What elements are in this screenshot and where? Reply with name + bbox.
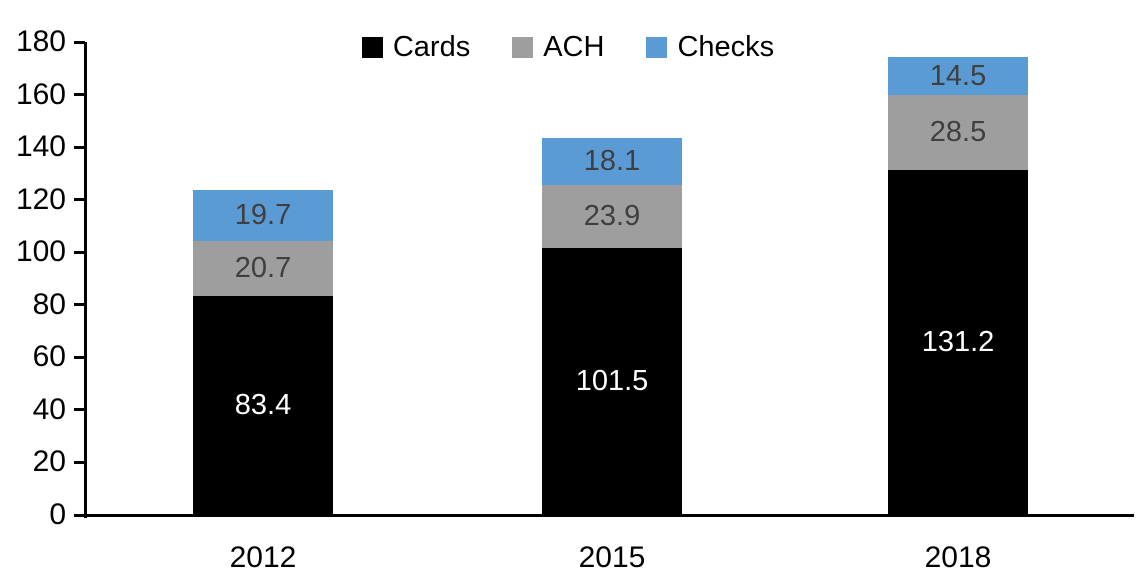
bar-segment-label: 28.5 — [929, 116, 987, 149]
bar-segment-label: 83.4 — [234, 388, 292, 421]
y-tick-label: 160 — [15, 77, 66, 111]
bar-segment-label: 131.2 — [921, 326, 995, 359]
legend-item-checks: Checks — [646, 33, 774, 62]
y-tick-mark — [74, 40, 85, 44]
bar-segment-ach-2015: 23.9 — [542, 185, 682, 249]
y-tick-label: 20 — [32, 445, 66, 479]
y-tick-mark — [74, 93, 85, 97]
x-tick-label-2015: 2015 — [578, 541, 646, 574]
legend-swatch-ach — [512, 37, 534, 58]
legend-label-cards: Cards — [392, 31, 471, 63]
legend-swatch-checks — [646, 37, 668, 58]
bar-segment-cards-2015: 101.5 — [542, 248, 682, 515]
y-tick-mark — [74, 513, 85, 517]
bar-segment-cards-2018: 131.2 — [888, 170, 1028, 515]
bar-segment-label: 19.7 — [234, 199, 292, 232]
y-tick-label: 120 — [15, 182, 66, 216]
legend-item-ach: ACH — [512, 33, 604, 62]
bar-segment-checks-2012: 19.7 — [193, 189, 333, 242]
x-axis — [84, 514, 1134, 517]
y-tick-mark — [74, 250, 85, 254]
bar-segment-label: 14.5 — [929, 59, 987, 92]
bar-segment-checks-2018: 14.5 — [888, 57, 1028, 96]
y-tick-label: 180 — [15, 25, 66, 58]
bar-segment-ach-2018: 28.5 — [888, 95, 1028, 171]
bar-segment-label: 18.1 — [583, 145, 641, 178]
legend-swatch-cards — [361, 37, 383, 58]
chart-legend: Cards ACH Checks — [0, 33, 1136, 62]
y-tick-mark — [74, 198, 85, 202]
bar-segment-ach-2012: 20.7 — [193, 241, 333, 296]
y-tick-label: 60 — [32, 340, 66, 374]
bar-segment-checks-2015: 18.1 — [542, 137, 682, 186]
y-tick-label: 140 — [15, 130, 66, 164]
y-tick-label: 40 — [32, 392, 66, 426]
y-tick-mark — [74, 355, 85, 359]
x-tick-label-2012: 2012 — [229, 541, 297, 574]
legend-label-ach: ACH — [543, 31, 605, 63]
bar-segment-label: 20.7 — [234, 252, 292, 285]
y-tick-mark — [74, 145, 85, 149]
legend-item-cards: Cards — [361, 31, 471, 63]
y-tick-label: 100 — [15, 235, 66, 269]
y-tick-mark — [74, 408, 85, 412]
y-tick-label: 80 — [32, 287, 66, 321]
y-tick-label: 0 — [49, 498, 66, 531]
y-tick-mark — [74, 303, 85, 307]
bar-segment-label: 23.9 — [583, 200, 641, 233]
x-tick-label-2018: 2018 — [924, 541, 992, 574]
legend-label-checks: Checks — [677, 31, 775, 63]
bar-segment-cards-2012: 83.4 — [193, 295, 333, 515]
bar-segment-label: 101.5 — [575, 365, 649, 398]
y-tick-mark — [74, 460, 85, 464]
y-axis — [84, 42, 87, 518]
